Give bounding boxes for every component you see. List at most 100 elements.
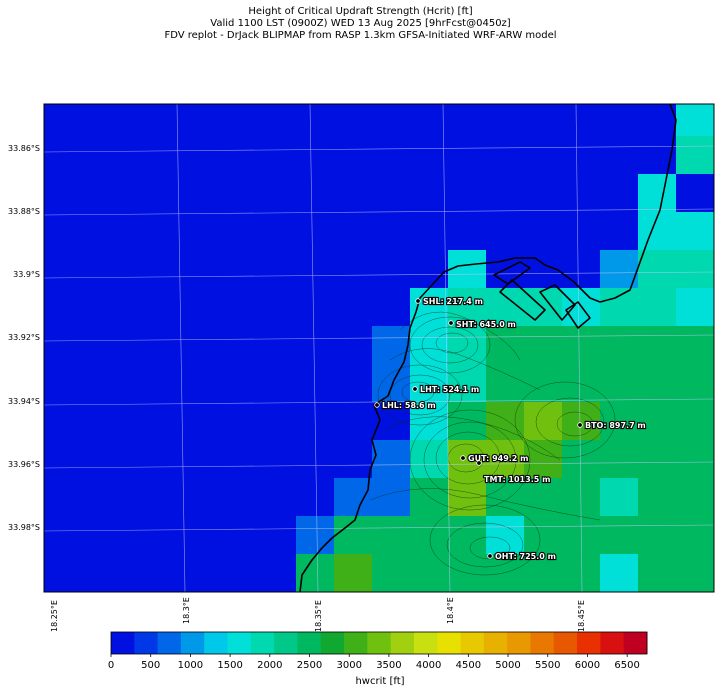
hcrit-cell xyxy=(372,554,410,592)
colorbar-segment xyxy=(227,632,252,654)
hcrit-cell xyxy=(524,288,562,326)
hcrit-cell xyxy=(486,478,524,516)
hcrit-cell xyxy=(638,326,676,364)
hcrit-cell xyxy=(410,478,448,516)
hcrit-cell xyxy=(486,440,524,478)
hcrit-cell xyxy=(334,478,372,516)
hcrit-cell xyxy=(638,516,676,554)
colorbar-segment xyxy=(460,632,485,654)
hcrit-cell xyxy=(600,402,638,440)
site-label-lht: LHT: 524.1 m xyxy=(420,385,479,394)
lon-label: 18.35°E xyxy=(314,600,323,632)
hcrit-cell xyxy=(410,516,448,554)
hcrit-cell xyxy=(676,250,714,288)
hcrit-cell xyxy=(638,478,676,516)
colorbar xyxy=(110,631,648,657)
hcrit-cell xyxy=(448,516,486,554)
colorbar-frame xyxy=(110,631,648,655)
hcrit-cell xyxy=(638,288,676,326)
hcrit-cell xyxy=(448,402,486,440)
colorbar-tick-label: 2000 xyxy=(257,660,283,671)
hcrit-cells xyxy=(296,104,714,592)
colorbar-segment xyxy=(297,632,322,654)
hcrit-cell xyxy=(410,364,448,402)
hcrit-cell xyxy=(600,554,638,592)
hcrit-cell xyxy=(524,554,562,592)
lat-label: 33.98°S xyxy=(8,523,40,532)
colorbar-segment xyxy=(204,632,229,654)
hcrit-cell xyxy=(638,250,676,288)
hcrit-cell xyxy=(562,440,600,478)
hcrit-cell xyxy=(524,326,562,364)
colorbar-segment xyxy=(320,632,345,654)
hcrit-cell xyxy=(676,288,714,326)
hcrit-cell xyxy=(676,326,714,364)
site-marker-lhl xyxy=(374,402,380,408)
colorbar-segment xyxy=(530,632,555,654)
hcrit-cell xyxy=(524,516,562,554)
hcrit-cell xyxy=(486,402,524,440)
colorbar-segment xyxy=(111,632,135,654)
hcrit-cell xyxy=(448,440,486,478)
hcrit-cell xyxy=(524,440,562,478)
colorbar-segment xyxy=(134,632,159,654)
colorbar-segment xyxy=(553,632,578,654)
colorbar-segment xyxy=(274,632,298,654)
hcrit-cell xyxy=(372,516,410,554)
colorbar-segment xyxy=(413,632,438,654)
hcrit-cell xyxy=(486,364,524,402)
colorbar-tick-label: 5000 xyxy=(495,660,521,671)
hcrit-cell xyxy=(524,364,562,402)
site-label-tmt: TMT: 1013.5 m xyxy=(484,475,550,484)
colorbar-tick-label: 500 xyxy=(141,660,161,671)
site-marker-gut xyxy=(460,455,466,461)
hcrit-cell xyxy=(524,402,562,440)
hcrit-cell xyxy=(638,402,676,440)
hcrit-cell xyxy=(410,326,448,364)
colorbar-segment xyxy=(157,632,182,654)
site-marker-bto xyxy=(577,422,583,428)
colorbar-segment xyxy=(600,632,625,654)
site-markers: SHL: 217.4 m SHT: 645.0 m LHT: 524.1 m LHL:… xyxy=(374,296,647,562)
colorbar-segment xyxy=(483,632,508,654)
hcrit-cell xyxy=(562,554,600,592)
hcrit-cell xyxy=(600,516,638,554)
colorbar-tick-label: 6000 xyxy=(574,660,601,671)
lon-label: 18.25°E xyxy=(50,600,59,632)
hcrit-cell xyxy=(372,326,410,364)
terrain-contours xyxy=(369,311,616,576)
site-marker-sht xyxy=(448,320,454,326)
colorbar-segment xyxy=(390,632,415,654)
lat-label: 33.92°S xyxy=(8,333,40,342)
hcrit-cell xyxy=(486,326,524,364)
hcrit-cell xyxy=(600,440,638,478)
hcrit-cell xyxy=(334,554,372,592)
colorbar-tick-label: 0 xyxy=(107,660,115,671)
hcrit-cell xyxy=(524,478,562,516)
coastline xyxy=(299,104,677,592)
colorbar-tick-label: 1500 xyxy=(217,660,243,671)
colorbar-tick-label: 5500 xyxy=(535,660,561,671)
lon-label: 18.45°E xyxy=(577,600,586,632)
lat-label: 33.96°S xyxy=(8,460,40,469)
colorbar-segment xyxy=(180,632,205,654)
plot-source: FDV replot - DrJack BLIPMAP from RASP 1.… xyxy=(164,30,557,41)
hcrit-cell xyxy=(600,288,638,326)
colorbar-label: hwcrit [ft] xyxy=(355,676,405,687)
lat-label: 33.94°S xyxy=(8,397,40,406)
hcrit-cell xyxy=(676,104,714,136)
hcrit-cell xyxy=(296,554,334,592)
hcrit-cell xyxy=(600,478,638,516)
site-label-gut: GUT: 949.2 m xyxy=(468,454,529,463)
site-label-shl: SHL: 217.4 m xyxy=(423,297,483,306)
colorbar-tick-label: 4500 xyxy=(455,660,482,671)
lon-label: 18.4°E xyxy=(446,597,455,624)
colorbar-tick-label: 2500 xyxy=(296,660,323,671)
site-label-bto: BTO: 897.7 m xyxy=(585,421,646,430)
hcrit-cell xyxy=(296,516,334,554)
colorbar-segment xyxy=(250,632,275,654)
lon-label: 18.3°E xyxy=(182,597,191,624)
hcrit-cell xyxy=(638,174,676,212)
colorbar-segment xyxy=(344,632,368,654)
hcrit-cell xyxy=(676,212,714,250)
